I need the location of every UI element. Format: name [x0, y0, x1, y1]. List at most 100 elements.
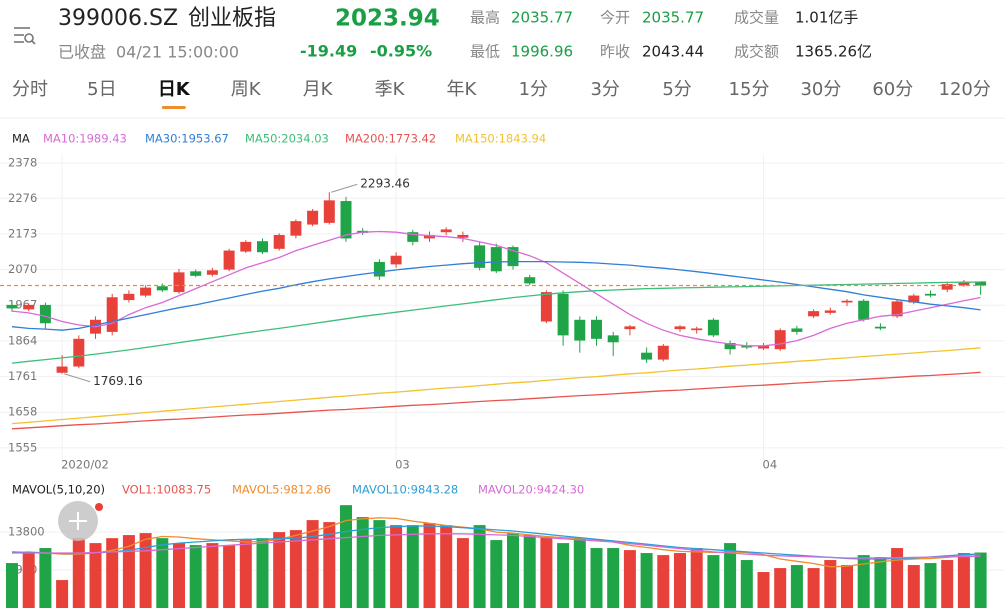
- candle-body: [190, 271, 202, 276]
- tab[interactable]: 季K: [375, 79, 406, 100]
- tab-underline: [161, 106, 186, 109]
- candle-body: [791, 328, 803, 332]
- candle-body: [657, 345, 669, 360]
- volume-bar: [907, 565, 920, 608]
- candle-body: [758, 345, 769, 349]
- candle-body: [440, 229, 452, 233]
- ma-line: [11, 260, 981, 331]
- change-pct: -0.95%: [370, 42, 432, 61]
- candle-body: [424, 234, 435, 239]
- max-annotation: 2293.46: [360, 177, 410, 191]
- candle-body: [6, 304, 18, 309]
- tab[interactable]: 5分: [662, 79, 691, 100]
- volume-bar: [256, 538, 269, 608]
- stat-value: 2035.77: [511, 9, 573, 27]
- candle-body: [273, 234, 285, 249]
- tab[interactable]: 120分: [939, 79, 991, 100]
- volume-bar: [56, 580, 69, 608]
- legend-entry: MA150:1843.94: [455, 132, 546, 146]
- volume-bar: [223, 545, 236, 608]
- menu-icon[interactable]: [14, 27, 36, 45]
- volume-bar: [841, 565, 853, 608]
- volume-bar: [390, 525, 403, 608]
- tab[interactable]: 15分: [729, 79, 770, 100]
- candle-body: [507, 247, 519, 267]
- candle-body: [23, 304, 35, 310]
- legend-entry: MAVOL10:9843.28: [352, 483, 458, 497]
- volume-bar: [941, 560, 954, 608]
- tab[interactable]: 日K: [158, 79, 191, 100]
- tab[interactable]: 分时: [12, 79, 48, 100]
- candle-body: [591, 319, 602, 339]
- candle-body: [540, 292, 552, 322]
- stat-value: 1996.96: [511, 43, 573, 61]
- candle-body: [524, 277, 536, 284]
- candle-body: [73, 338, 85, 367]
- min-annotation: 1769.16: [93, 374, 143, 388]
- volume-bar: [106, 538, 119, 608]
- volume-bar: [39, 548, 52, 608]
- volume-bar: [156, 538, 169, 608]
- candle-body: [707, 319, 719, 336]
- legend-entry: VOL1:10083.75: [122, 483, 211, 497]
- ma-line: [11, 230, 981, 347]
- stat-label: 成交额: [734, 43, 779, 61]
- candle-body: [206, 270, 218, 275]
- stat-label: 成交量: [734, 9, 779, 27]
- volume-bar: [590, 548, 603, 608]
- candle-body: [323, 200, 335, 223]
- candle-body: [975, 281, 987, 286]
- volume-bar: [440, 525, 453, 608]
- candle-body: [574, 319, 586, 341]
- tab[interactable]: 周K: [231, 79, 262, 100]
- legend-entry: MA50:2034.03: [245, 132, 329, 146]
- ma-line: [11, 517, 981, 568]
- volume-bar: [557, 543, 570, 608]
- candle-body: [106, 297, 118, 332]
- legend-title: MA: [12, 132, 30, 146]
- candle-body: [340, 201, 352, 239]
- candle-body: [858, 300, 870, 320]
- tab[interactable]: 5日: [87, 79, 116, 100]
- candle-body: [674, 326, 686, 330]
- volume-bar: [89, 543, 102, 608]
- x-tick-label: 03: [395, 458, 410, 472]
- stat-value: 2035.77: [642, 9, 704, 27]
- tab[interactable]: 月K: [303, 79, 334, 100]
- candle-body: [223, 250, 235, 270]
- x-tick-label: 2020/02: [61, 458, 109, 472]
- tab[interactable]: 60分: [872, 79, 913, 100]
- tab[interactable]: 年K: [446, 79, 477, 100]
- y-tick-label: 2173: [8, 226, 37, 240]
- tab[interactable]: 30分: [800, 79, 841, 100]
- volume-bar: [757, 572, 770, 608]
- add-button[interactable]: [58, 501, 103, 541]
- candle-body: [290, 221, 302, 236]
- volume-bar: [874, 557, 887, 608]
- volume-bar: [657, 555, 670, 608]
- volume-bar: [473, 525, 486, 608]
- volume-bar: [173, 543, 185, 608]
- legend-entry: MA30:1953.67: [145, 132, 229, 146]
- volume-bar: [824, 560, 837, 608]
- y-tick-label: 2070: [8, 262, 37, 276]
- chart-area: MA MA10:1989.43 MA30:1953.67 MA50:2034.03 MA…: [0, 132, 1005, 608]
- ma-line: [12, 533, 981, 559]
- candle-body: [958, 281, 970, 286]
- volume-bar: [740, 560, 753, 608]
- stock-title: 399006.SZ 创业板指: [58, 6, 276, 31]
- legend-entry: MA200:1773.42: [345, 132, 436, 146]
- y-tick-label: 13800: [8, 525, 45, 539]
- volume-bar: [122, 535, 135, 608]
- candle-body: [607, 335, 619, 343]
- y-tick-label: 2276: [8, 191, 37, 205]
- tab[interactable]: 1分: [519, 79, 548, 100]
- candle-body: [457, 234, 469, 238]
- tab[interactable]: 3分: [590, 79, 619, 100]
- volume-bar: [774, 568, 787, 608]
- volume-bar: [707, 555, 720, 608]
- y-tick-label: 1658: [8, 405, 37, 419]
- stock-name: 创业板指: [188, 6, 276, 31]
- annotation-leader: [331, 183, 358, 193]
